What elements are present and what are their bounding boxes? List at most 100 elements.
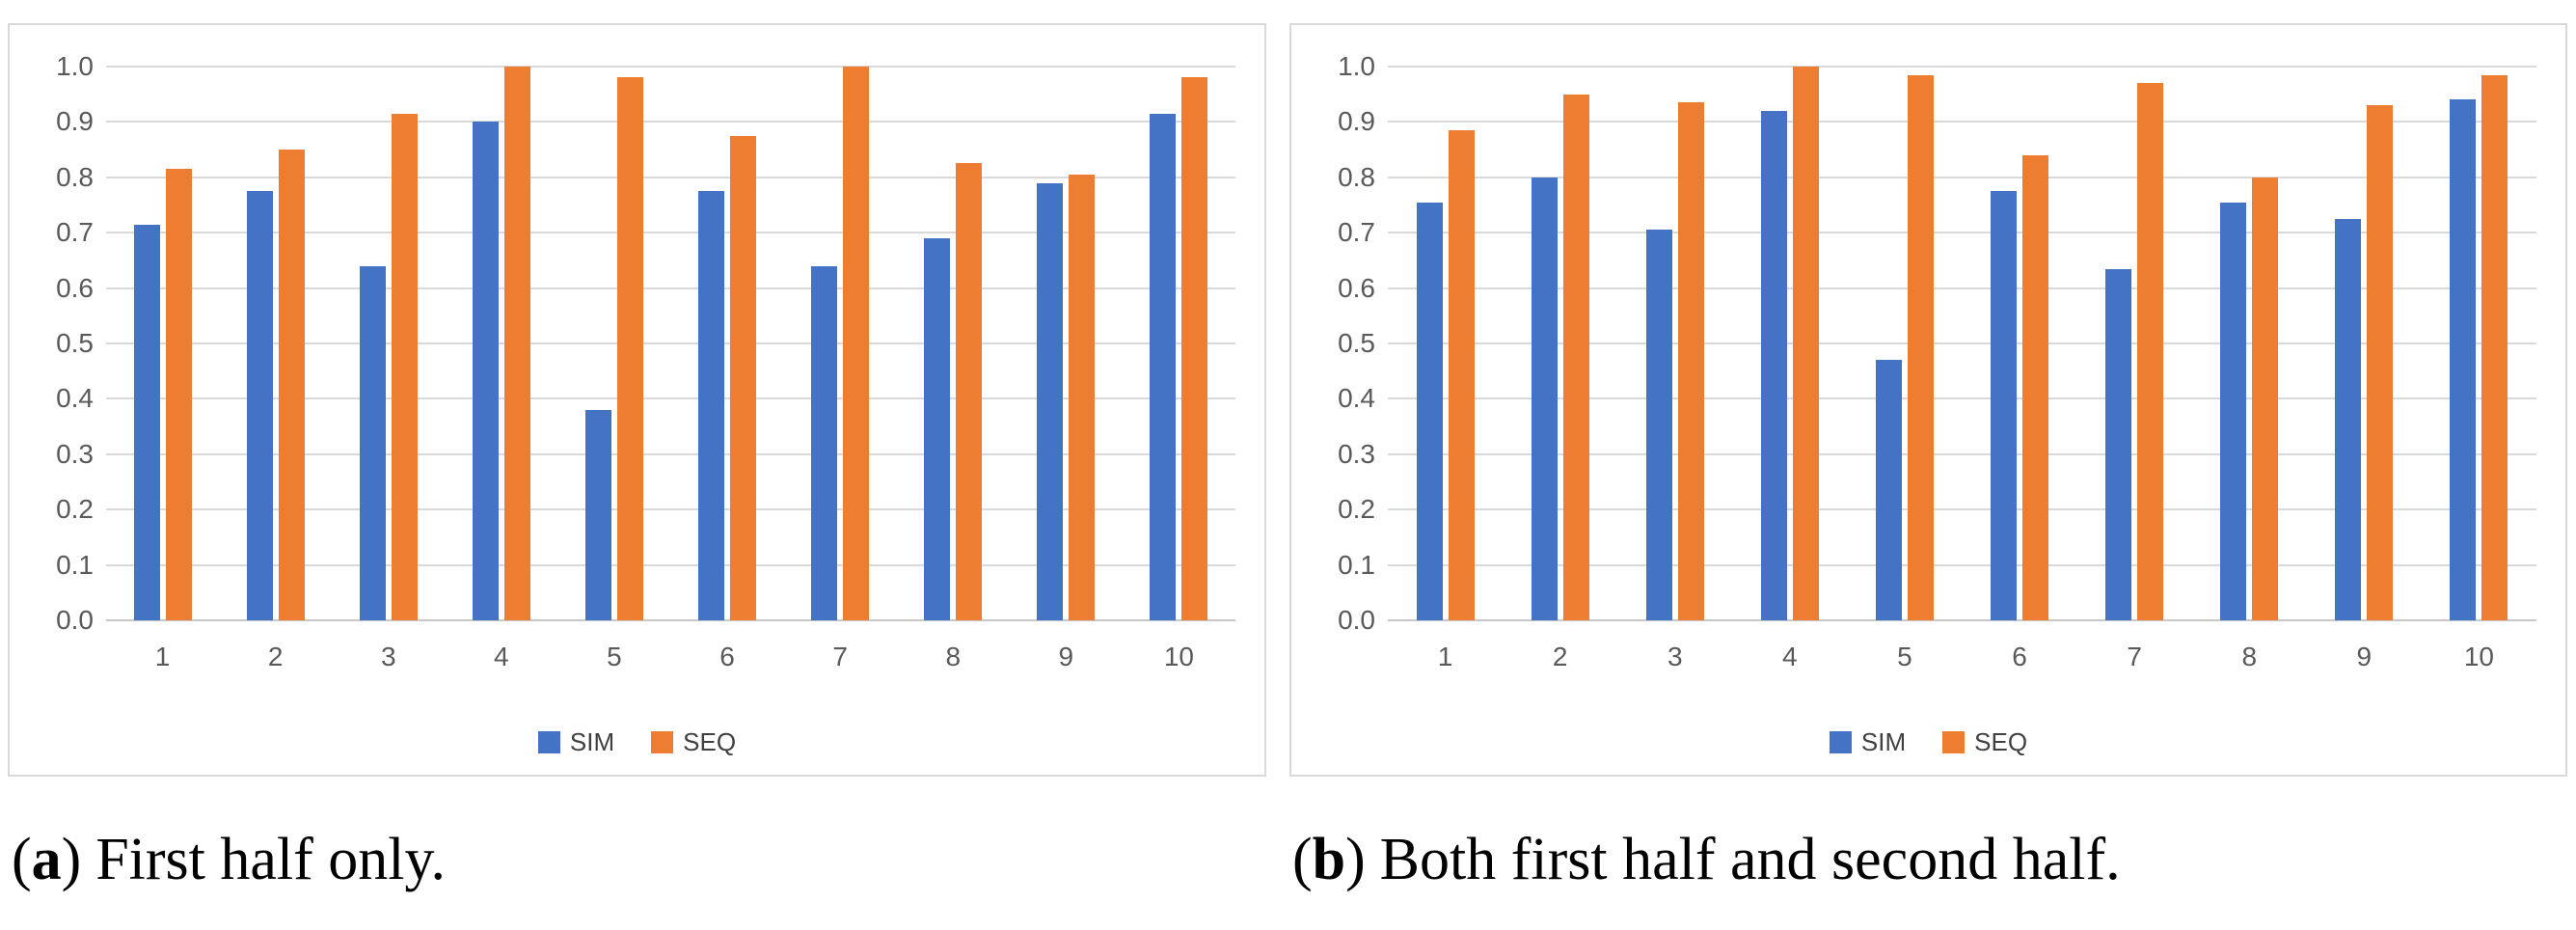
plot-area-a: 0.0 0.1 0.2 0.3 0.4 0.5 0.6 0.7 0.8 0.9 1.0 1 2 3 4 5 6 7… [56,51,1235,671]
y-axis-tick-label: 0.1 [1338,549,1375,580]
chart-panel-b: 0.0 0.1 0.2 0.3 0.4 0.5 0.6 0.7 0.8 0.9 1.0 1 2 3 4 5 6 7… [1289,23,2567,777]
bar-sim-10 [1150,113,1177,620]
gridline [1388,342,2536,344]
bar-seq-4 [503,67,530,620]
x-axis-category-label: 9 [1058,642,1074,671]
bar-sim-3 [359,265,386,620]
y-axis-tick-label: 0.3 [56,438,94,469]
bar-seq-4 [1792,67,1819,620]
bar-seq-6 [2022,154,2049,620]
plot-area-b: 0.0 0.1 0.2 0.3 0.4 0.5 0.6 0.7 0.8 0.9 1.0 1 2 3 4 5 6 7… [1338,51,2536,671]
bar-seq-7 [843,67,870,620]
bar-seq-2 [278,150,305,620]
legend-item-seq: SEQ [1942,727,2027,757]
x-axis-category-label: 7 [2127,642,2142,671]
x-axis-category-label: 10 [2463,642,2495,671]
bar-seq-6 [730,135,757,620]
legend-label: SIM [1860,727,1907,756]
gridline [1388,397,2536,400]
gridline [1388,619,2536,621]
gridline [106,232,1235,234]
y-axis-tick-label: 0.6 [1338,272,1375,303]
gridline [1388,121,2536,123]
caption-b: (b) Both first half and second half. [1292,826,2121,894]
y-axis-tick-label: 0.5 [1338,328,1375,358]
gridline [1388,176,2536,178]
x-axis-category-label: 9 [2356,642,2373,671]
gridline [106,66,1235,68]
x-axis-category-label: 7 [832,642,848,671]
legend-item-sim: SIM [537,727,615,757]
caption-a: (a) First half only. [12,826,446,894]
legend-item-sim: SIM [1829,727,1907,757]
gridline [1388,508,2536,511]
gridline [1388,287,2536,289]
bar-seq-9 [2367,105,2394,620]
bar-seq-5 [1907,74,1934,620]
y-axis-tick-label: 0.4 [56,383,94,414]
bar-sim-5 [584,409,611,620]
y-axis-tick-label: 0.1 [56,549,94,580]
bar-sim-1 [133,224,160,620]
caption-a-text: First half only. [95,827,446,892]
bar-sim-4 [472,122,499,620]
legend-label: SEQ [683,727,737,756]
caption-b-paren-close: ) [1345,827,1366,892]
x-axis-category-label: 1 [154,642,171,671]
caption-a-paren-open: ( [12,827,32,892]
x-axis-category-label: 5 [1897,642,1912,671]
bar-sim-1 [1416,202,1443,620]
bar-seq-8 [956,163,983,620]
legend-swatch-sim [537,731,560,753]
y-axis-tick-label: 0.7 [56,217,94,248]
x-axis-category-label: 1 [1437,642,1453,671]
bar-seq-2 [1562,94,1589,620]
bar-seq-3 [1677,102,1704,620]
legend-swatch-seq [651,731,674,753]
gridline [1388,66,2536,68]
x-axis-category-label: 8 [945,642,962,671]
legend-a: SIM SEQ [10,727,1264,757]
bar-seq-8 [2252,177,2279,620]
y-axis-tick-label: 0.3 [1338,438,1375,469]
bar-sim-6 [698,191,725,620]
bar-seq-1 [165,169,192,620]
gridline [106,397,1235,400]
legend-swatch-sim [1829,731,1852,753]
y-axis-tick-label: 0.4 [1338,383,1375,414]
legend-label: SIM [569,727,615,756]
bar-sim-9 [1037,182,1064,620]
x-axis-category-label: 2 [1552,642,1568,671]
bar-sim-7 [2105,268,2132,620]
gridline [106,342,1235,344]
caption-b-marker: b [1312,827,1346,892]
x-axis-category-label: 4 [1782,642,1798,671]
legend-label: SEQ [1974,727,2028,756]
legend-item-seq: SEQ [651,727,736,757]
y-axis-tick-label: 0.0 [56,605,94,635]
bar-sim-2 [1531,177,1558,620]
y-axis-tick-label: 0.0 [1338,605,1375,635]
y-axis-tick-label: 0.2 [56,494,94,525]
bar-sim-7 [811,265,838,620]
legend-b: SIM SEQ [1291,727,2565,757]
x-axis-category-label: 8 [2241,642,2258,671]
gridline [106,508,1235,511]
bar-sim-10 [2450,99,2477,620]
bar-seq-7 [2137,83,2164,620]
y-axis-tick-label: 0.8 [1338,161,1375,192]
y-axis-tick-label: 0.9 [1338,106,1375,137]
bar-seq-9 [1069,174,1096,620]
gridline [106,121,1235,123]
chart-panel-a: 0.0 0.1 0.2 0.3 0.4 0.5 0.6 0.7 0.8 0.9 1.0 1 2 3 4 5 6 7… [8,23,1266,777]
caption-b-paren-open: ( [1292,827,1313,892]
y-axis-tick-label: 0.9 [56,106,94,137]
y-axis-tick-label: 0.7 [1338,217,1375,248]
y-axis-tick-label: 1.0 [56,51,94,81]
bar-seq-10 [1181,77,1208,620]
caption-b-text: Both first half and second half. [1379,827,2121,892]
x-axis-category-label: 10 [1163,642,1195,671]
gridline [106,176,1235,178]
bar-sim-6 [1991,191,2018,620]
bar-sim-9 [2335,218,2362,620]
